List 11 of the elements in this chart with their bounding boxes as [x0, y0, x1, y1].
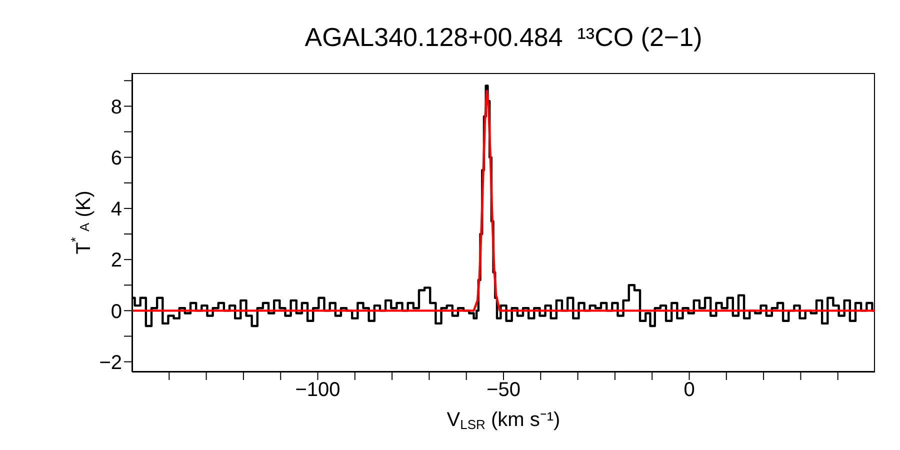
x-axis-title: V$_{LSR}$ (km s⁻¹) — [446, 409, 560, 432]
y-tick-label: 4 — [110, 198, 122, 221]
y-tick-label: 6 — [110, 147, 122, 170]
y-tick-label: 0 — [110, 300, 122, 323]
chart-title: AGAL340.128+00.484 ¹³CO (2−1) — [304, 22, 704, 53]
y-tick-label: 2 — [110, 250, 122, 272]
x-tick-label: 0 — [684, 379, 695, 402]
x-tick-label: −100 — [295, 379, 340, 402]
x-tick-label: −50 — [486, 379, 520, 402]
y-tick-label: −2 — [99, 352, 122, 374]
y-tick-label: 8 — [110, 96, 122, 118]
